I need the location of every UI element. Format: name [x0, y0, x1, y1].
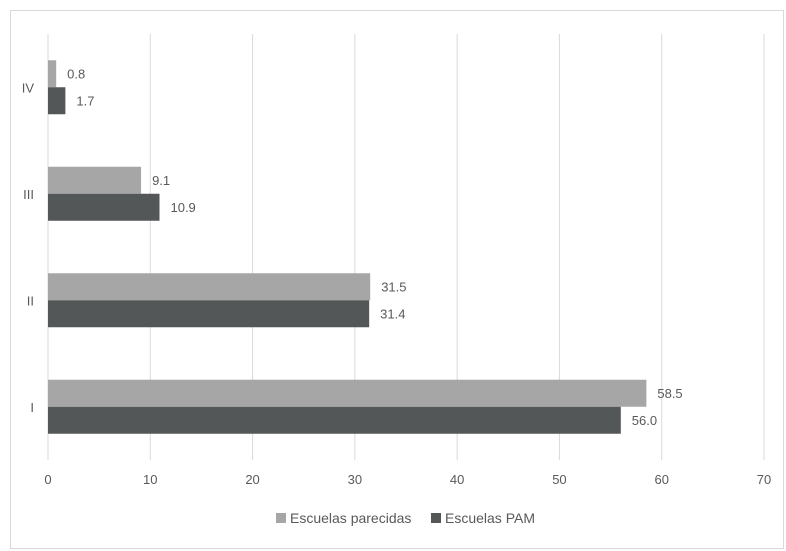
legend-swatch — [276, 513, 286, 523]
bar — [48, 406, 621, 434]
data-label: 0.8 — [67, 66, 85, 81]
x-tick-label: 50 — [552, 472, 566, 487]
category-label: I — [30, 400, 34, 415]
bar — [48, 273, 371, 301]
bars — [48, 60, 647, 434]
category-label: III — [23, 187, 34, 202]
x-tick-label: 20 — [245, 472, 259, 487]
x-tick-label: 70 — [757, 472, 771, 487]
legend: Escuelas parecidas Escuelas PAM — [276, 510, 535, 526]
data-label: 9.1 — [152, 173, 170, 188]
data-label: 56.0 — [632, 413, 657, 428]
x-tick-label: 60 — [654, 472, 668, 487]
category-label: IV — [22, 80, 35, 95]
data-label: 10.9 — [170, 200, 195, 215]
bar — [48, 379, 647, 407]
data-label: 31.5 — [381, 279, 406, 294]
value-axis: 0 10 20 30 40 50 60 70 — [44, 472, 771, 487]
bar — [48, 300, 370, 328]
x-tick-label: 0 — [44, 472, 51, 487]
category-label: II — [27, 293, 34, 308]
x-tick-label: 40 — [450, 472, 464, 487]
bar — [48, 60, 57, 88]
legend-label: Escuelas PAM — [445, 510, 535, 526]
x-tick-label: 10 — [143, 472, 157, 487]
x-tick-label: 30 — [348, 472, 362, 487]
legend-label: Escuelas parecidas — [290, 510, 411, 526]
data-label: 31.4 — [380, 306, 405, 321]
data-label: 58.5 — [657, 386, 682, 401]
bar — [48, 193, 160, 221]
data-labels: 0.8 1.7 9.110.9 31.5 31.4 58.556.0 — [67, 66, 683, 428]
legend-swatch — [431, 513, 441, 523]
bar — [48, 87, 66, 115]
bar — [48, 166, 142, 194]
data-label: 1.7 — [76, 93, 94, 108]
